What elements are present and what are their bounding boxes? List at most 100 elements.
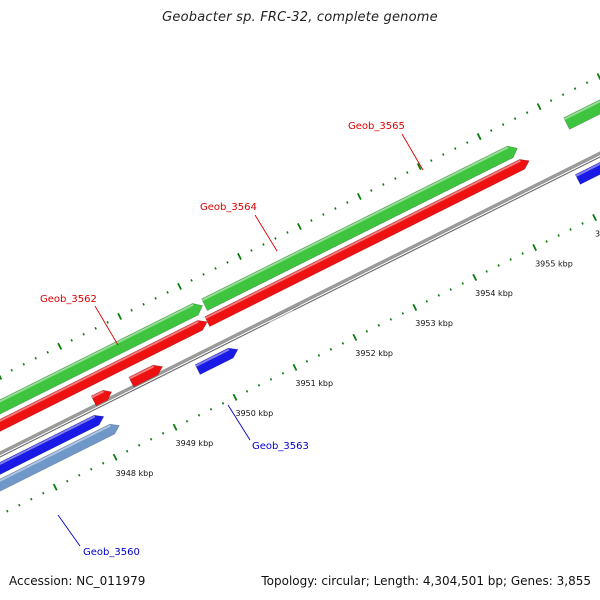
inner-scale-tick	[172, 423, 178, 431]
inner-scale-tick	[532, 243, 538, 252]
outer-scale-tick	[585, 81, 589, 84]
cds-geob-3564-highlight	[0, 320, 199, 423]
cds-right-blue-small	[574, 161, 600, 185]
gene-label-geob-3565-leader	[401, 133, 424, 171]
inner-scale-tick	[377, 324, 381, 327]
outer-scale-tick	[70, 338, 73, 342]
outer-scale-tick	[465, 141, 469, 144]
inner-scale-tick	[425, 300, 428, 303]
outer-scale-tick	[177, 282, 182, 290]
inner-scale-tick	[341, 342, 345, 345]
outer-scale-tick	[513, 117, 517, 120]
cds-geob-3564-green-highlight	[0, 303, 194, 403]
outer-scale-tick	[573, 87, 577, 90]
gene-label-geob-3562-leader	[94, 305, 119, 346]
scale-label: 3952 kbp	[355, 349, 393, 358]
outer-scale-tick	[82, 333, 85, 336]
outer-scale-tick	[536, 103, 542, 111]
outer-scale-tick	[406, 171, 409, 174]
inner-scale-tick	[461, 282, 464, 285]
gene-label-geob-3560-leader	[57, 514, 81, 547]
inner-scale-tick	[6, 509, 9, 513]
inner-scale-tick	[101, 461, 105, 465]
inner-scale-tick	[581, 222, 584, 225]
cds-right-green	[563, 99, 600, 130]
outer-scale-tick	[34, 356, 37, 360]
gene-label-geob-3563: Geob_3563	[252, 441, 309, 452]
outer-scale-tick	[286, 231, 289, 234]
outer-scale-tick	[142, 303, 145, 306]
inner-scale-tick	[329, 348, 333, 351]
cds-geob-3560-steel-highlight	[0, 424, 111, 482]
outer-scale-tick	[130, 309, 133, 312]
gene-label-geob-3565: Geob_3565	[348, 121, 405, 132]
outer-scale-tick	[202, 273, 205, 276]
outer-scale-tick	[501, 123, 505, 126]
inner-scale-tick	[221, 401, 225, 405]
inner-scale-tick	[472, 273, 478, 281]
inner-scale-tick	[197, 413, 201, 417]
outer-scale-tick	[0, 374, 3, 380]
inner-scale-tick	[52, 483, 58, 491]
inner-scale-tick	[232, 393, 238, 401]
inner-scale-tick	[18, 503, 21, 507]
inner-scale-tick	[545, 240, 548, 243]
inner-scale-tick	[125, 449, 129, 453]
outer-scale-tick	[356, 192, 362, 201]
outer-scale-tick	[382, 183, 385, 186]
inner-scale-tick	[521, 252, 524, 255]
scale-label: 3955 kbp	[535, 259, 573, 268]
outer-scale-tick	[57, 342, 63, 350]
inner-scale-tick	[66, 479, 69, 483]
gene-label-geob-3562: Geob_3562	[40, 294, 97, 305]
inner-scale-tick	[389, 318, 393, 321]
scale-label: 3948 kbp	[116, 469, 154, 478]
cds-geob-3560-highlight	[0, 415, 96, 466]
cds-geob-3560-steel	[0, 423, 120, 492]
outer-scale-tick	[262, 243, 265, 246]
inner-scale-tick	[89, 467, 93, 471]
inner-scale-tick	[317, 354, 321, 357]
outer-scale-tick	[489, 129, 493, 132]
inner-scale-tick	[257, 383, 261, 387]
outer-scale-tick	[46, 350, 49, 354]
cds-geob-3561	[90, 389, 113, 407]
outer-scale-tick	[346, 201, 349, 204]
outer-scale-tick	[334, 207, 337, 210]
cds-right-green-highlight	[563, 100, 600, 121]
cds-geob-3562-highlight	[129, 365, 155, 380]
inner-scale-tick	[412, 303, 418, 311]
inner-scale-tick	[365, 330, 369, 333]
inner-scale-tick	[281, 371, 285, 375]
inner-scale-tick	[352, 333, 358, 341]
spacer	[268, 304, 300, 322]
cds-geob-3562	[128, 364, 164, 388]
outer-scale-tick	[106, 321, 109, 324]
gene-label-geob-3563-leader	[227, 404, 251, 441]
inner-scale-tick	[437, 294, 440, 297]
outer-scale-tick	[454, 147, 457, 150]
outer-scale-tick	[274, 237, 277, 240]
inner-scale-tick	[569, 228, 572, 231]
inner-scale-tick	[149, 437, 153, 441]
outer-scale-tick	[117, 312, 122, 320]
inner-scale-tick	[30, 497, 33, 501]
inner-scale-tick	[161, 431, 165, 435]
outer-scale-tick	[297, 222, 302, 231]
outer-scale-tick	[166, 291, 169, 294]
backbone-line	[0, 151, 600, 456]
inner-scale-tick	[269, 377, 273, 381]
scale-label: 3953 kbp	[415, 319, 453, 328]
cds-geob-3560	[0, 414, 105, 475]
inner-scale-tick	[305, 360, 309, 363]
inner-scale-tick	[509, 258, 512, 261]
inner-scale-tick	[77, 473, 81, 477]
scale-label: 3950 kbp	[235, 409, 273, 418]
outer-scale-tick	[190, 279, 193, 282]
inner-scale-tick	[449, 288, 452, 291]
scale-label: 3956 kbp	[595, 229, 600, 238]
topology-text: Topology: circular; Length: 4,304,501 bp…	[261, 574, 591, 588]
inner-scale-tick	[557, 234, 560, 237]
